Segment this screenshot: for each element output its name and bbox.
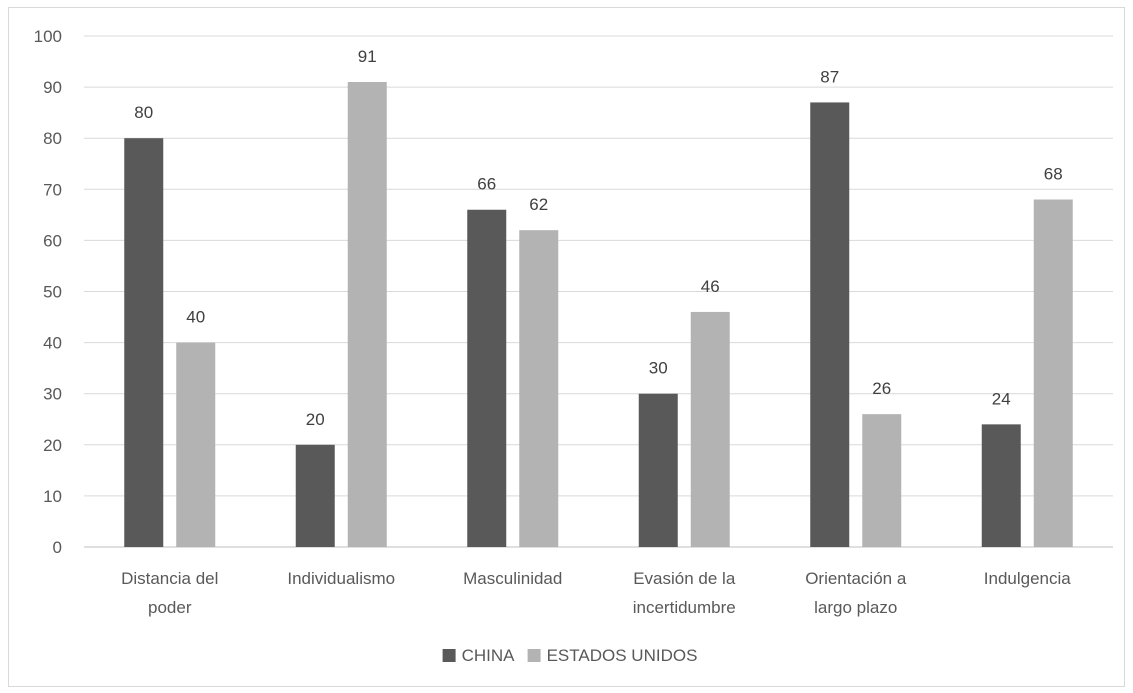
bar-estados-unidos bbox=[176, 342, 216, 547]
x-category-label: Evasión de la bbox=[633, 569, 736, 588]
data-label: 40 bbox=[186, 308, 205, 327]
data-label: 62 bbox=[529, 195, 548, 214]
data-label: 87 bbox=[820, 67, 839, 86]
y-tick-label: 80 bbox=[43, 129, 62, 148]
x-category-label: poder bbox=[148, 598, 192, 617]
legend-label: CHINA bbox=[462, 646, 516, 665]
y-tick-label: 20 bbox=[43, 436, 62, 455]
bar-estados-unidos bbox=[347, 81, 387, 548]
y-tick-label: 40 bbox=[43, 334, 62, 353]
bar-china bbox=[638, 393, 678, 547]
data-label: 26 bbox=[872, 379, 891, 398]
legend-swatch bbox=[527, 649, 541, 662]
bar-china bbox=[467, 209, 507, 548]
data-label: 24 bbox=[992, 389, 1011, 408]
legend-label: ESTADOS UNIDOS bbox=[547, 646, 698, 665]
bar-china bbox=[810, 102, 850, 548]
x-category-label: largo plazo bbox=[814, 598, 897, 617]
bar-estados-unidos bbox=[519, 230, 559, 547]
bar-estados-unidos bbox=[690, 311, 730, 547]
y-tick-label: 30 bbox=[43, 385, 62, 404]
data-label: 68 bbox=[1044, 165, 1063, 184]
legend-swatch bbox=[442, 649, 456, 662]
y-tick-label: 60 bbox=[43, 231, 62, 250]
bar-china bbox=[981, 424, 1021, 547]
y-tick-label: 10 bbox=[43, 487, 62, 506]
data-label: 46 bbox=[701, 277, 720, 296]
x-category-label: Orientación a bbox=[805, 569, 907, 588]
bar-china bbox=[124, 138, 164, 547]
data-label: 20 bbox=[306, 410, 325, 429]
y-tick-label: 90 bbox=[43, 78, 62, 97]
data-label: 66 bbox=[477, 175, 496, 194]
data-label: 30 bbox=[649, 359, 668, 378]
y-tick-label: 100 bbox=[34, 27, 62, 46]
bar-estados-unidos bbox=[1033, 199, 1073, 547]
bar-china bbox=[295, 444, 335, 547]
x-category-label: Indulgencia bbox=[984, 569, 1072, 588]
x-category-label: Distancia del bbox=[121, 569, 218, 588]
x-category-label: Individualismo bbox=[287, 569, 395, 588]
data-label: 91 bbox=[358, 47, 377, 66]
y-tick-label: 50 bbox=[43, 283, 62, 302]
y-tick-label: 70 bbox=[43, 180, 62, 199]
bar-estados-unidos bbox=[862, 414, 902, 547]
data-label: 80 bbox=[134, 103, 153, 122]
x-category-label: Masculinidad bbox=[463, 569, 562, 588]
x-category-label: incertidumbre bbox=[633, 598, 736, 617]
y-tick-label: 0 bbox=[53, 538, 62, 557]
